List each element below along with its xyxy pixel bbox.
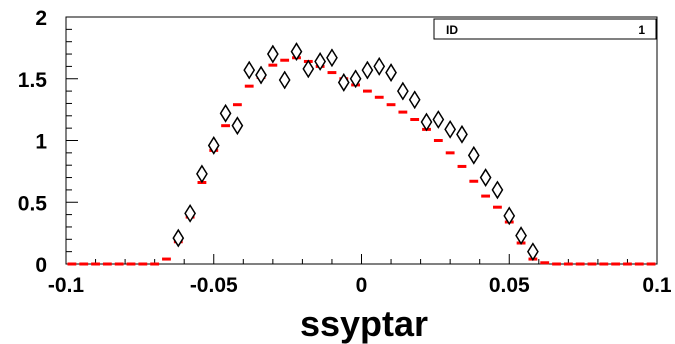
diamond-marker bbox=[243, 60, 256, 80]
diamond-marker bbox=[196, 164, 208, 184]
x-tick-label: 0.05 bbox=[489, 274, 530, 297]
diamond-marker bbox=[456, 124, 468, 144]
diamond-marker bbox=[432, 110, 445, 129]
data-point bbox=[527, 242, 539, 262]
x-tick-label: -0.1 bbox=[48, 274, 85, 297]
diamond-marker bbox=[491, 180, 504, 200]
x-tick-labels: -0.1 -0.05 0 0.05 0.1 bbox=[48, 274, 672, 297]
data-point bbox=[266, 44, 279, 64]
diamond-marker bbox=[314, 52, 327, 71]
x-axis-title: ssyptar bbox=[300, 303, 428, 344]
data-point bbox=[207, 136, 220, 155]
data-point bbox=[184, 203, 196, 223]
data-point bbox=[361, 60, 374, 80]
data-point bbox=[302, 59, 315, 79]
y-tick-label: 2 bbox=[35, 7, 47, 30]
diamond-marker bbox=[527, 242, 539, 262]
data-point bbox=[349, 69, 362, 89]
y-tick-label: 0 bbox=[35, 254, 47, 277]
data-point bbox=[479, 168, 492, 187]
diamond-marker bbox=[219, 103, 232, 123]
data-point bbox=[408, 90, 421, 110]
data-point bbox=[196, 164, 208, 184]
diamond-marker bbox=[479, 168, 492, 187]
diamond-marker bbox=[184, 203, 196, 223]
data-point bbox=[278, 70, 291, 90]
y-tick-label: 1 bbox=[35, 131, 47, 154]
plot-frame bbox=[65, 16, 658, 265]
diamond-marker bbox=[349, 69, 362, 89]
data-point bbox=[467, 145, 480, 165]
diamond-marker bbox=[361, 60, 374, 80]
data-point bbox=[503, 206, 516, 226]
stats-box: ID 1 bbox=[433, 18, 657, 40]
data-point bbox=[491, 180, 504, 200]
diamond-marker bbox=[396, 81, 409, 101]
data-point bbox=[420, 112, 433, 132]
data-point bbox=[396, 81, 409, 101]
data-point bbox=[326, 48, 338, 68]
diamond-marker bbox=[420, 112, 433, 132]
y-tick-label: 1.5 bbox=[18, 69, 48, 92]
x-tick-label: -0.05 bbox=[190, 274, 238, 297]
data-point bbox=[219, 103, 232, 123]
diamond-marker bbox=[444, 119, 457, 139]
data-points-series bbox=[172, 42, 539, 262]
diamond-marker bbox=[385, 63, 397, 82]
data-point bbox=[373, 56, 386, 76]
diamond-marker bbox=[326, 48, 338, 68]
data-point bbox=[337, 73, 350, 92]
diamond-marker bbox=[408, 90, 421, 110]
data-point bbox=[255, 65, 267, 85]
diamond-marker bbox=[207, 136, 220, 155]
stats-box-label: ID bbox=[446, 23, 458, 37]
data-point bbox=[432, 110, 445, 129]
diamond-marker bbox=[515, 226, 527, 246]
diamond-marker bbox=[231, 116, 244, 136]
diamond-marker bbox=[302, 59, 315, 79]
data-point bbox=[314, 52, 327, 71]
diamond-marker bbox=[373, 56, 386, 76]
stats-box-frame bbox=[433, 18, 657, 40]
diamond-marker bbox=[503, 206, 516, 226]
diamond-marker bbox=[278, 70, 291, 90]
data-point bbox=[444, 119, 457, 139]
diamond-marker bbox=[337, 73, 350, 92]
data-point bbox=[243, 60, 256, 80]
data-point bbox=[172, 228, 185, 248]
x-tick-label: 0 bbox=[356, 274, 368, 297]
y-tick-label: 0.5 bbox=[18, 192, 48, 215]
diamond-marker bbox=[266, 44, 279, 64]
y-tick-labels: 0 0.5 1 1.5 2 bbox=[18, 7, 48, 277]
data-point bbox=[290, 42, 303, 61]
data-point bbox=[515, 226, 527, 246]
diamond-marker bbox=[172, 228, 185, 248]
stats-box-value: 1 bbox=[638, 23, 645, 37]
red-histogram-series bbox=[67, 56, 656, 266]
diamond-marker bbox=[255, 65, 267, 85]
data-point bbox=[385, 63, 397, 82]
diamond-marker bbox=[290, 42, 303, 61]
diamond-marker bbox=[467, 145, 480, 165]
data-point bbox=[456, 124, 468, 144]
x-tick-label: 0.1 bbox=[642, 274, 672, 297]
data-point bbox=[231, 116, 244, 136]
